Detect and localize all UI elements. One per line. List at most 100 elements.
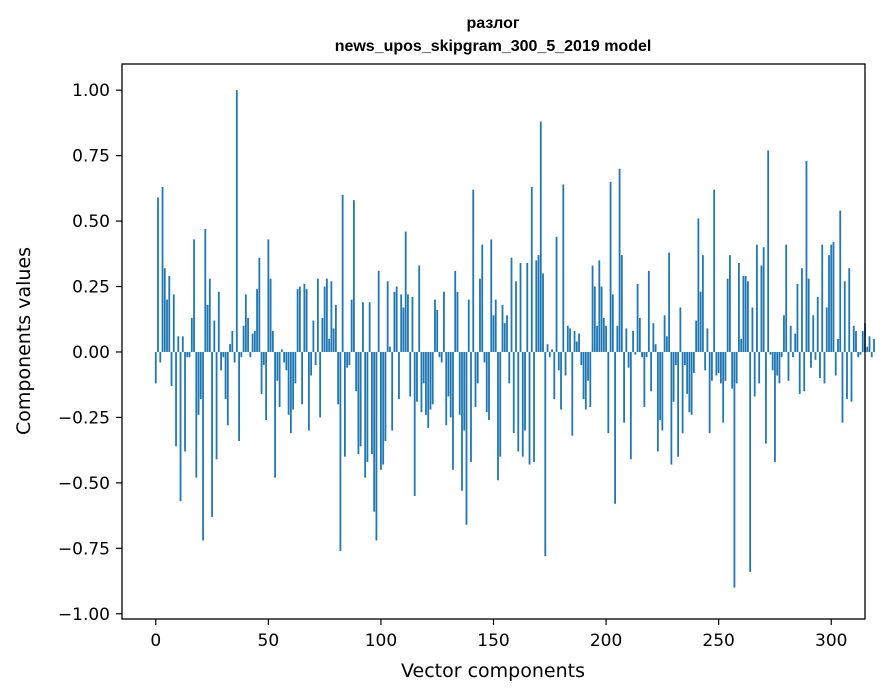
bar-268 bbox=[758, 351, 761, 384]
bar-318 bbox=[870, 351, 873, 358]
bar-137 bbox=[463, 351, 466, 431]
bar-45 bbox=[256, 289, 258, 352]
bar-256 bbox=[731, 351, 734, 389]
bar-55 bbox=[278, 351, 281, 407]
bar-185 bbox=[571, 351, 574, 436]
bar-286 bbox=[798, 351, 801, 394]
bar-12 bbox=[181, 336, 184, 352]
bar-169 bbox=[535, 260, 538, 352]
bar-239 bbox=[692, 351, 695, 373]
bar-242 bbox=[699, 291, 702, 352]
bar-252 bbox=[722, 351, 725, 423]
bar-120 bbox=[425, 351, 427, 415]
bar-103 bbox=[386, 281, 389, 352]
bar-163 bbox=[521, 351, 524, 457]
bar-63 bbox=[296, 289, 299, 352]
bar-221 bbox=[652, 323, 655, 352]
bar-154 bbox=[501, 304, 504, 352]
bar-143 bbox=[476, 351, 479, 384]
bar-91 bbox=[359, 351, 362, 447]
bar-9 bbox=[175, 351, 177, 447]
bar-156 bbox=[506, 315, 508, 352]
bar-219 bbox=[647, 270, 650, 352]
bar-48 bbox=[262, 351, 265, 366]
bar-216 bbox=[641, 351, 643, 358]
bar-255 bbox=[729, 255, 731, 352]
bar-76 bbox=[325, 278, 328, 352]
bar-314 bbox=[861, 331, 864, 352]
bar-310 bbox=[852, 325, 855, 352]
x-tick-label-50: 50 bbox=[258, 631, 280, 651]
bar-258 bbox=[735, 351, 738, 384]
bar-37 bbox=[238, 351, 240, 441]
bar-34 bbox=[231, 331, 234, 352]
bar-94 bbox=[366, 351, 369, 462]
bar-224 bbox=[659, 351, 662, 421]
y-tick-label-1: 0.75 bbox=[72, 147, 110, 167]
bar-259 bbox=[738, 262, 740, 352]
bar-11 bbox=[179, 351, 182, 502]
bar-125 bbox=[436, 310, 439, 352]
bar-60 bbox=[289, 351, 292, 434]
bar-109 bbox=[400, 294, 403, 352]
bar-251 bbox=[720, 351, 722, 384]
x-tick-label-300: 300 bbox=[815, 631, 847, 651]
bar-312 bbox=[857, 351, 860, 358]
x-tick-label-100: 100 bbox=[365, 631, 397, 651]
bar-136 bbox=[461, 351, 463, 491]
bar-22 bbox=[204, 228, 207, 352]
bar-243 bbox=[701, 255, 704, 352]
bar-248 bbox=[713, 189, 716, 352]
bar-24 bbox=[208, 278, 211, 352]
bar-56 bbox=[280, 349, 283, 352]
bar-197 bbox=[598, 260, 601, 352]
bar-23 bbox=[206, 304, 209, 352]
bar-229 bbox=[670, 351, 673, 465]
bar-7 bbox=[170, 351, 173, 386]
x-tick-label-0: 0 bbox=[150, 631, 161, 651]
bar-117 bbox=[418, 265, 421, 352]
bar-141 bbox=[472, 189, 475, 352]
bar-29 bbox=[220, 351, 222, 371]
bar-36 bbox=[235, 90, 238, 352]
bar-39 bbox=[242, 325, 245, 352]
bar-301 bbox=[832, 242, 835, 352]
bar-90 bbox=[357, 351, 360, 455]
bar-119 bbox=[422, 351, 425, 384]
bar-168 bbox=[533, 351, 535, 462]
bar-181 bbox=[562, 184, 565, 352]
bar-145 bbox=[481, 244, 484, 352]
bar-108 bbox=[398, 351, 400, 400]
bar-67 bbox=[305, 289, 308, 352]
bar-299 bbox=[828, 255, 830, 352]
bar-28 bbox=[217, 291, 220, 352]
bar-150 bbox=[492, 315, 495, 352]
bar-151 bbox=[494, 299, 497, 352]
bar-95 bbox=[368, 302, 371, 352]
bar-33 bbox=[229, 344, 231, 352]
bar-235 bbox=[683, 351, 686, 366]
bar-176 bbox=[551, 349, 553, 352]
y-tick-label-8: −1.00 bbox=[58, 605, 110, 625]
bar-236 bbox=[686, 351, 689, 394]
y-tick-label-4: 0.00 bbox=[72, 343, 110, 363]
bar-293 bbox=[814, 351, 817, 360]
bar-160 bbox=[515, 281, 517, 352]
bar-159 bbox=[512, 351, 515, 434]
bar-6 bbox=[168, 276, 171, 352]
bar-96 bbox=[371, 351, 373, 455]
bar-285 bbox=[796, 283, 799, 352]
bar-220 bbox=[650, 351, 653, 392]
bar-105 bbox=[391, 351, 394, 431]
bar-313 bbox=[859, 351, 862, 355]
bar-8 bbox=[172, 294, 175, 352]
bar-13 bbox=[184, 351, 186, 452]
bar-296 bbox=[821, 244, 824, 352]
bar-247 bbox=[711, 351, 713, 381]
bar-305 bbox=[841, 351, 844, 423]
bar-272 bbox=[767, 150, 770, 352]
bar-166 bbox=[528, 351, 531, 465]
bar-281 bbox=[787, 351, 790, 381]
bar-316 bbox=[866, 346, 869, 352]
